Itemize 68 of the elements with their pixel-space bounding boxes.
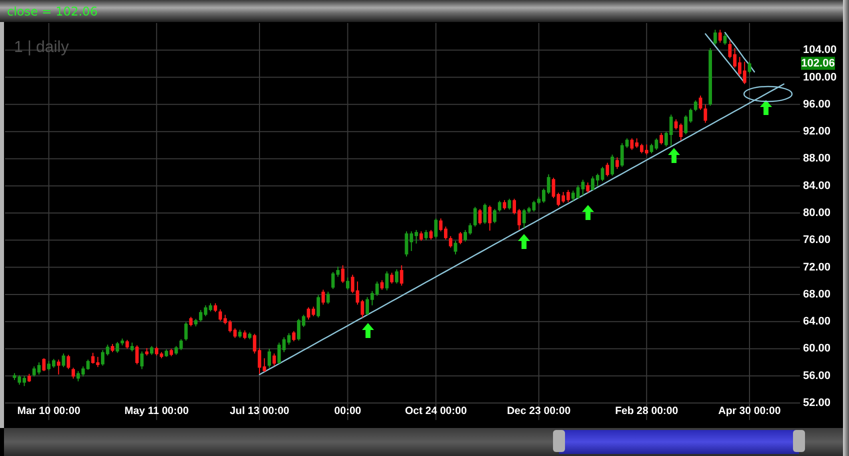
line-series [704,33,746,84]
candlestick [395,268,398,284]
x-tick-label: Oct 24 00:00 [404,405,467,417]
candlestick [694,100,698,112]
x-tick-label: May 11 00:00 [124,405,189,417]
candlestick [380,280,384,290]
y-tick-label: 56.00 [803,370,831,382]
candlestick [341,264,344,284]
candlestick [704,104,708,124]
x-tick-label: Apr 30 00:00 [718,405,781,417]
candlestick [493,208,496,224]
candlestick [56,359,60,376]
candlestick [385,270,389,291]
candlestick [66,354,70,370]
y-tick-label: 80.00 [803,207,831,220]
candlestick [72,367,75,380]
candlestick [322,289,325,306]
candlestick [424,229,428,241]
candlestick [586,182,590,194]
y-tick-label: 96.00 [803,98,831,110]
candlestick [660,132,663,145]
candlestick [420,230,423,242]
candlestick [316,294,320,318]
x-tick-label: Dec 23 00:00 [506,405,571,417]
x-tick-label: 00:00 [334,405,362,417]
y-tick-label: 68.00 [803,288,831,300]
y-tick-label: 104.00 [803,44,837,56]
candlestick [718,29,722,44]
y-tick-label: 72.00 [803,261,831,274]
line-series [258,83,784,376]
candlestick [483,203,487,224]
candlestick [390,272,394,284]
candlestick [448,236,452,248]
candlestick [434,218,438,239]
x-tick-label: Mar 10 00:00 [17,405,80,417]
x-tick-label: Feb 28 00:00 [615,405,678,417]
candlestick [473,206,477,228]
y-tick-label: 60.00 [803,342,831,355]
candlestick [326,291,330,304]
x-tick-label: Jul 13 00:00 [230,405,290,417]
candlestick [346,276,350,290]
candlestick [42,358,46,372]
candlestick [400,264,404,286]
candlestick [292,330,296,342]
text: 1 | daily [14,39,69,56]
y-tick-label: 92.00 [803,126,831,138]
y-tick-label: 84.00 [803,180,831,192]
candlestick [508,198,512,210]
candlestick [502,200,506,210]
candlestick [272,352,276,366]
candlestick [189,316,193,327]
y-tick-label: 88.00 [803,152,831,165]
y-tick-label: 64.00 [803,316,831,328]
candlestick [606,162,610,177]
candlestick [498,200,502,212]
y-tick-label: 52.00 [803,397,831,410]
candlestick [140,350,144,370]
chart-title: close = 102.06 [7,4,98,18]
candlestick [714,29,717,46]
candlestick [488,205,492,232]
candlestick [616,156,619,170]
y-tick-label: 76.00 [803,234,831,246]
candlestick [610,154,614,176]
candlestick [458,232,462,245]
candlestick [268,348,271,368]
line-series [724,32,756,73]
y-tick-label: 100.00 [803,71,837,84]
candlestick [116,341,120,354]
